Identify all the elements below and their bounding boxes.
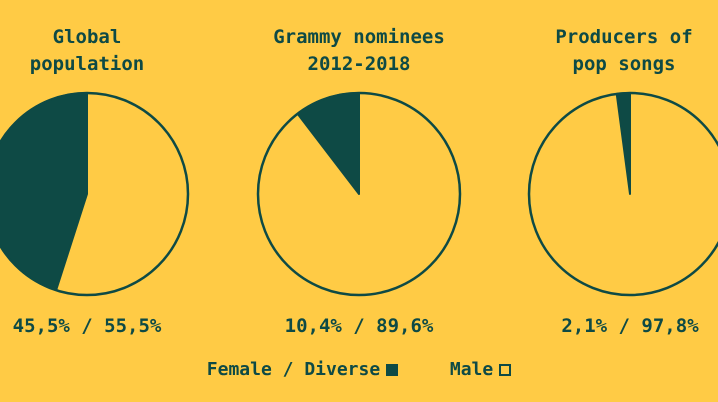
- pie-slice-female-producers: [615, 92, 631, 195]
- title-line: Grammy nominees: [273, 26, 445, 48]
- pct-label-producers: 2,1% / 97,8%: [561, 315, 699, 337]
- title-line: pop songs: [572, 53, 676, 75]
- legend-label-female: Female / Diverse: [206, 359, 381, 380]
- legend-swatch-female: [386, 364, 399, 376]
- legend-item-female: Female / Diverse: [206, 357, 399, 383]
- legend-label-male: Male: [449, 359, 494, 380]
- title-line: Global: [52, 26, 122, 48]
- pct-label-global-population: 45,5% / 55,5%: [12, 315, 162, 337]
- legend-swatch-male: [499, 364, 512, 376]
- pie-slice-female-grammy-nominees: [296, 92, 360, 195]
- title-line: 2012-2018: [307, 53, 411, 75]
- chart-title-grammy-nominees: Grammy nominees 2012-2018: [273, 24, 445, 78]
- legend-item-male: Male: [449, 357, 512, 383]
- title-line: Producers of: [555, 26, 693, 48]
- chart-title-global-population: Global population: [30, 24, 144, 78]
- pct-label-grammy-nominees: 10,4% / 89,6%: [284, 315, 434, 337]
- title-line: population: [29, 53, 145, 75]
- legend: Female / Diverse Male: [0, 357, 718, 383]
- chart-title-producers: Producers of pop songs: [555, 24, 692, 78]
- pie-slice-female-global-population: [0, 92, 88, 292]
